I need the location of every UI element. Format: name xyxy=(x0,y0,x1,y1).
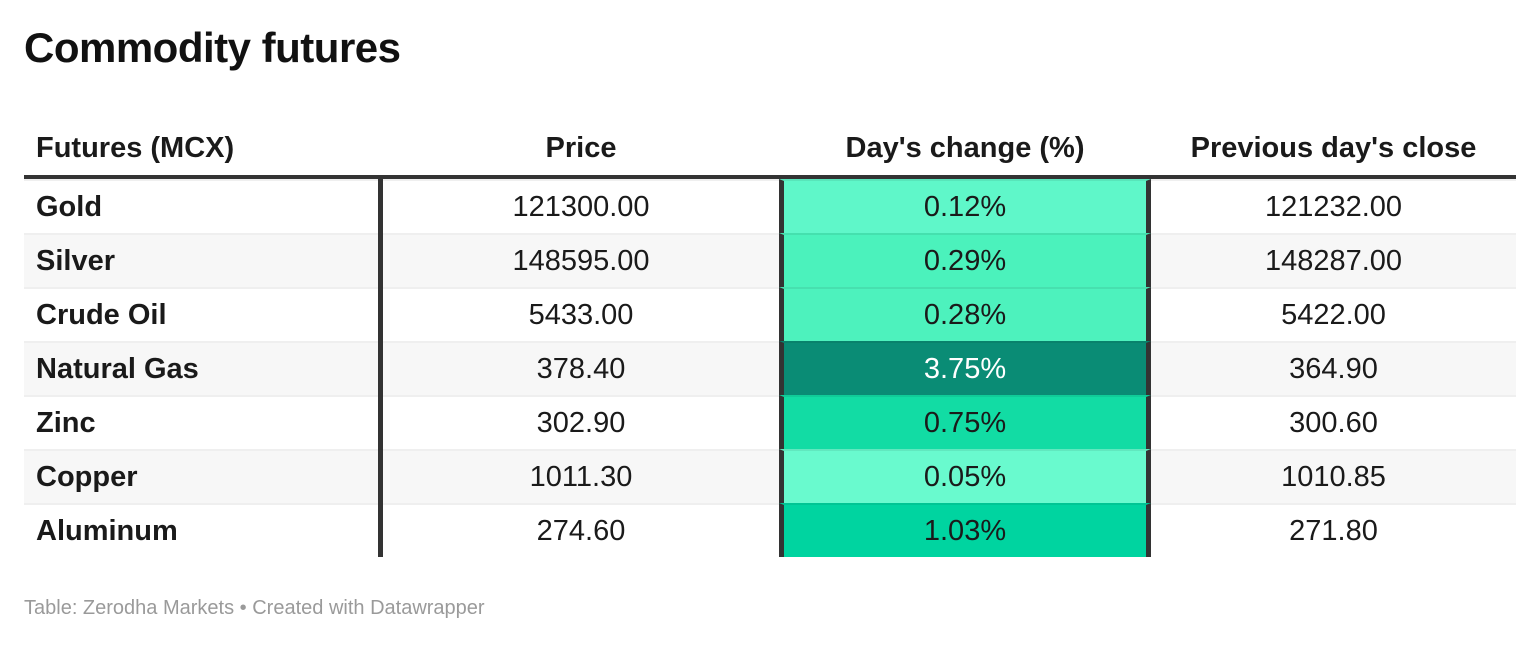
prev-close-value: 364.90 xyxy=(1151,341,1516,395)
page-title: Commodity futures xyxy=(24,24,401,71)
price-value: 1011.30 xyxy=(383,449,779,503)
days-change-value: 0.05% xyxy=(779,449,1151,503)
page: Commodity futures Futures (MCX) Price Da… xyxy=(0,24,1540,557)
table-row-gold: Gold 121300.00 0.12% 121232.00 xyxy=(24,179,1516,233)
price-value: 148595.00 xyxy=(383,233,779,287)
column-divider xyxy=(378,233,383,287)
price-value: 274.60 xyxy=(383,503,779,557)
days-change-value: 0.29% xyxy=(779,233,1151,287)
days-change-value: 0.75% xyxy=(779,395,1151,449)
futures-name: Zinc xyxy=(24,395,378,449)
footer-source: Table: Zerodha Markets xyxy=(24,597,235,619)
table-row-silver: Silver 148595.00 0.29% 148287.00 xyxy=(24,233,1516,287)
days-change-value: 3.75% xyxy=(779,341,1151,395)
column-divider xyxy=(378,395,383,449)
table-row-zinc: Zinc 302.90 0.75% 300.60 xyxy=(24,395,1516,449)
footer-separator: • xyxy=(234,597,253,619)
column-header-prev-close: Previous day's close xyxy=(1190,132,1477,164)
price-value: 121300.00 xyxy=(383,179,779,233)
table-row-aluminum: Aluminum 274.60 1.03% 271.80 xyxy=(24,503,1516,557)
datawrapper-credit-link[interactable]: Created with Datawrapper xyxy=(252,597,485,619)
prev-close-value: 300.60 xyxy=(1151,395,1516,449)
table-row-crude-oil: Crude Oil 5433.00 0.28% 5422.00 xyxy=(24,287,1516,341)
days-change-value: 0.12% xyxy=(779,179,1151,233)
column-divider xyxy=(378,341,383,395)
column-divider xyxy=(378,503,383,557)
futures-name: Gold xyxy=(24,179,378,233)
prev-close-value: 121232.00 xyxy=(1151,179,1516,233)
prev-close-value: 148287.00 xyxy=(1151,233,1516,287)
futures-name: Natural Gas xyxy=(24,341,378,395)
price-value: 302.90 xyxy=(383,395,779,449)
prev-close-value: 1010.85 xyxy=(1151,449,1516,503)
futures-name: Aluminum xyxy=(24,503,378,557)
price-value: 378.40 xyxy=(383,341,779,395)
futures-name: Silver xyxy=(24,233,378,287)
futures-name: Crude Oil xyxy=(24,287,378,341)
days-change-value: 1.03% xyxy=(779,503,1151,557)
column-header-days-change: Day's change (%) xyxy=(845,132,1085,164)
prev-close-value: 5422.00 xyxy=(1151,287,1516,341)
table-header-row: Futures (MCX) Price Day's change (%) Pre… xyxy=(24,122,1516,179)
column-header-futures: Futures (MCX) xyxy=(36,132,235,164)
table-row-copper: Copper 1011.30 0.05% 1010.85 xyxy=(24,449,1516,503)
column-divider xyxy=(378,287,383,341)
futures-name: Copper xyxy=(24,449,378,503)
days-change-value: 0.28% xyxy=(779,287,1151,341)
column-header-price: Price xyxy=(545,132,617,164)
column-divider xyxy=(378,179,383,233)
prev-close-value: 271.80 xyxy=(1151,503,1516,557)
column-divider xyxy=(378,449,383,503)
commodity-futures-table: Futures (MCX) Price Day's change (%) Pre… xyxy=(24,122,1516,557)
table-row-natural-gas: Natural Gas 378.40 3.75% 364.90 xyxy=(24,341,1516,395)
table-footer: Table: Zerodha Markets • Created with Da… xyxy=(24,597,1540,620)
price-value: 5433.00 xyxy=(383,287,779,341)
